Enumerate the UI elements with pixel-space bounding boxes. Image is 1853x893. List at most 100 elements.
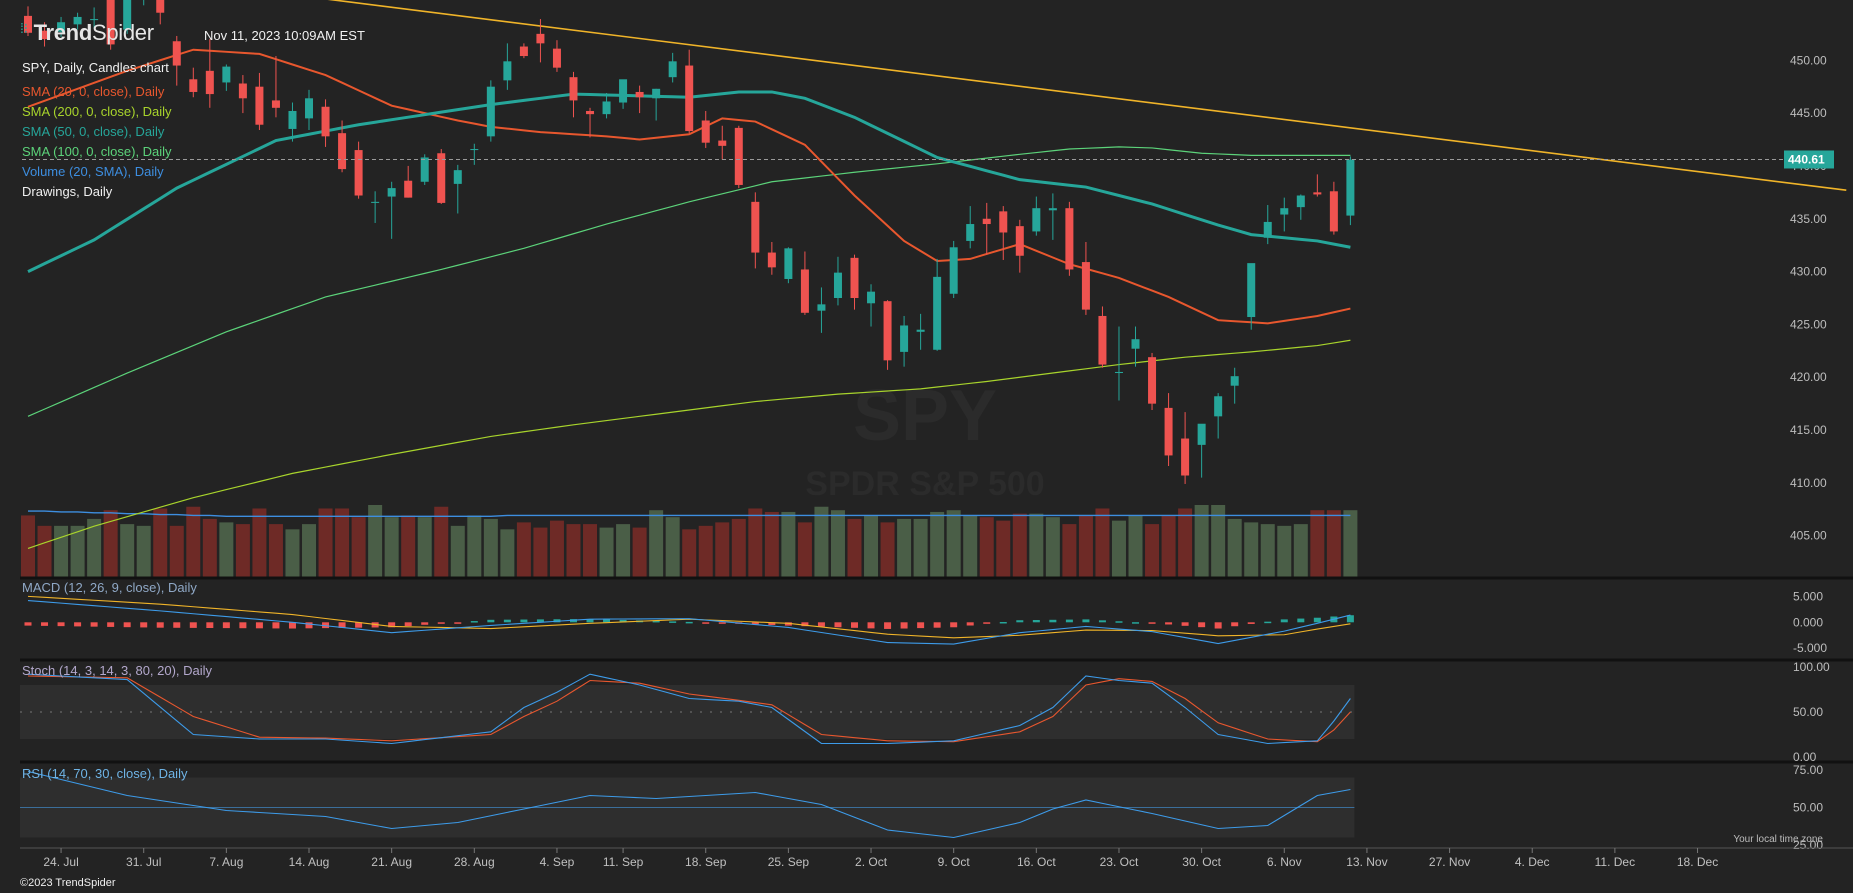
volume-bar [54,525,69,578]
candle-body [486,86,495,137]
candle-body [1164,407,1173,456]
volume-bar [268,524,283,578]
macd-histogram-bar [189,622,197,628]
volume-bar [963,515,978,578]
macd-label[interactable]: MACD (12, 26, 9, close), Daily [22,580,197,595]
x-tick-label: 27. Nov [1429,855,1470,869]
candle-body [751,201,760,253]
candle-body [1214,396,1223,417]
macd-histogram-bar [933,622,941,628]
legend-sma100[interactable]: SMA (100, 0, close), Daily [22,144,172,159]
candle-body [602,101,611,115]
macd-histogram-bar [305,622,313,629]
candle-body [503,61,512,81]
candle-body [1015,226,1024,256]
x-tick-label: 9. Oct [938,855,971,869]
x-tick-label: 4. Sep [540,855,575,869]
price-tick-label: 420.00 [1790,370,1827,384]
candle-body [685,65,694,132]
candle-body [1131,339,1140,349]
candle-body [40,30,49,40]
x-tick-label: 6. Nov [1267,855,1302,869]
x-tick-label: 25. Sep [768,855,810,869]
volume-bar [897,518,912,578]
candle-body [1329,191,1338,232]
legend-sma20[interactable]: SMA (20, 0, close), Daily [22,84,165,99]
legend-drawings[interactable]: Drawings, Daily [22,184,113,199]
macd-histogram-bar [1165,622,1173,625]
volume-bar [880,522,895,578]
legend-title[interactable]: SPY, Daily, Candles chart [22,60,169,75]
macd-histogram-bar [619,619,627,623]
volume-bar [368,505,383,578]
volume-bar [797,522,812,578]
candle-body [1148,357,1157,404]
candle-body [900,325,909,352]
x-tick-label: 21. Aug [371,855,412,869]
macd-histogram-bar [801,622,809,627]
price-tick-label: 430.00 [1790,265,1827,279]
candle-body [652,88,661,99]
macd-histogram-bar [1198,622,1206,628]
x-tick-label: 7. Aug [209,855,243,869]
macd-histogram-bar [355,622,363,628]
volume-bar [1045,517,1060,578]
macd-histogram-bar [536,619,544,623]
volume-bar [434,506,449,578]
rsi-label[interactable]: RSI (14, 70, 30, close), Daily [22,766,188,781]
volume-bar [649,510,664,578]
volume-bar [566,524,581,578]
stoch-d-line [27,675,1351,743]
macd-histogram-bar [255,622,263,629]
macd-histogram-bar [487,619,495,623]
volume-bar [136,525,151,578]
macd-histogram-bar [288,622,296,629]
candle-body [867,291,876,304]
candle-body [1081,262,1090,310]
volume-bar [715,522,730,578]
volume-bar [864,515,879,578]
candle-body [949,247,958,294]
stoch-k-line [27,673,1351,745]
legend-sma200[interactable]: SMA (200, 0, close), Daily [22,104,172,119]
macd-histogram-bar [239,622,247,629]
candle-body [718,140,727,146]
legend-volume[interactable]: Volume (20, SMA), Daily [22,164,164,179]
candle-body [933,276,942,350]
volume-bar [318,508,333,578]
candle-body [321,106,330,137]
macd-histogram-bar [1231,622,1239,627]
volume-bar [549,520,564,578]
price-tick-label: 425.00 [1790,317,1827,331]
candle-body [784,248,793,279]
x-tick-label: 18. Sep [685,855,727,869]
macd-line [27,599,1351,645]
candle-body [767,252,776,268]
macd-histogram-bar [768,622,776,625]
macd-histogram-bar [950,622,958,628]
macd-histogram-bar [669,621,677,623]
macd-histogram-bar [884,622,892,629]
macd-histogram-bar [1247,622,1255,624]
macd-histogram-bar [1032,620,1040,623]
macd-histogram-bar [90,622,98,627]
macd-histogram-bar [1016,620,1024,623]
macd-histogram-bar [1065,619,1073,623]
macd-histogram-bar [652,620,660,623]
candle-body [453,170,462,184]
macd-histogram-bar [1132,622,1140,624]
candle-body [189,79,198,92]
macd-histogram-bar [851,622,858,628]
candle-body [519,46,528,57]
candle-body [73,16,82,25]
legend-sma50[interactable]: SMA (50, 0, close), Daily [22,124,165,139]
candle-body [1247,263,1256,318]
macd-histogram-bar [1264,621,1272,624]
volume-bar [500,529,515,578]
volume-bar [516,522,531,578]
stoch-label[interactable]: Stoch (14, 3, 14, 3, 80, 20), Daily [22,663,213,678]
macd-histogram-bar [900,622,908,629]
candle-body [57,22,66,32]
x-tick-label: 11. Dec [1595,855,1635,869]
